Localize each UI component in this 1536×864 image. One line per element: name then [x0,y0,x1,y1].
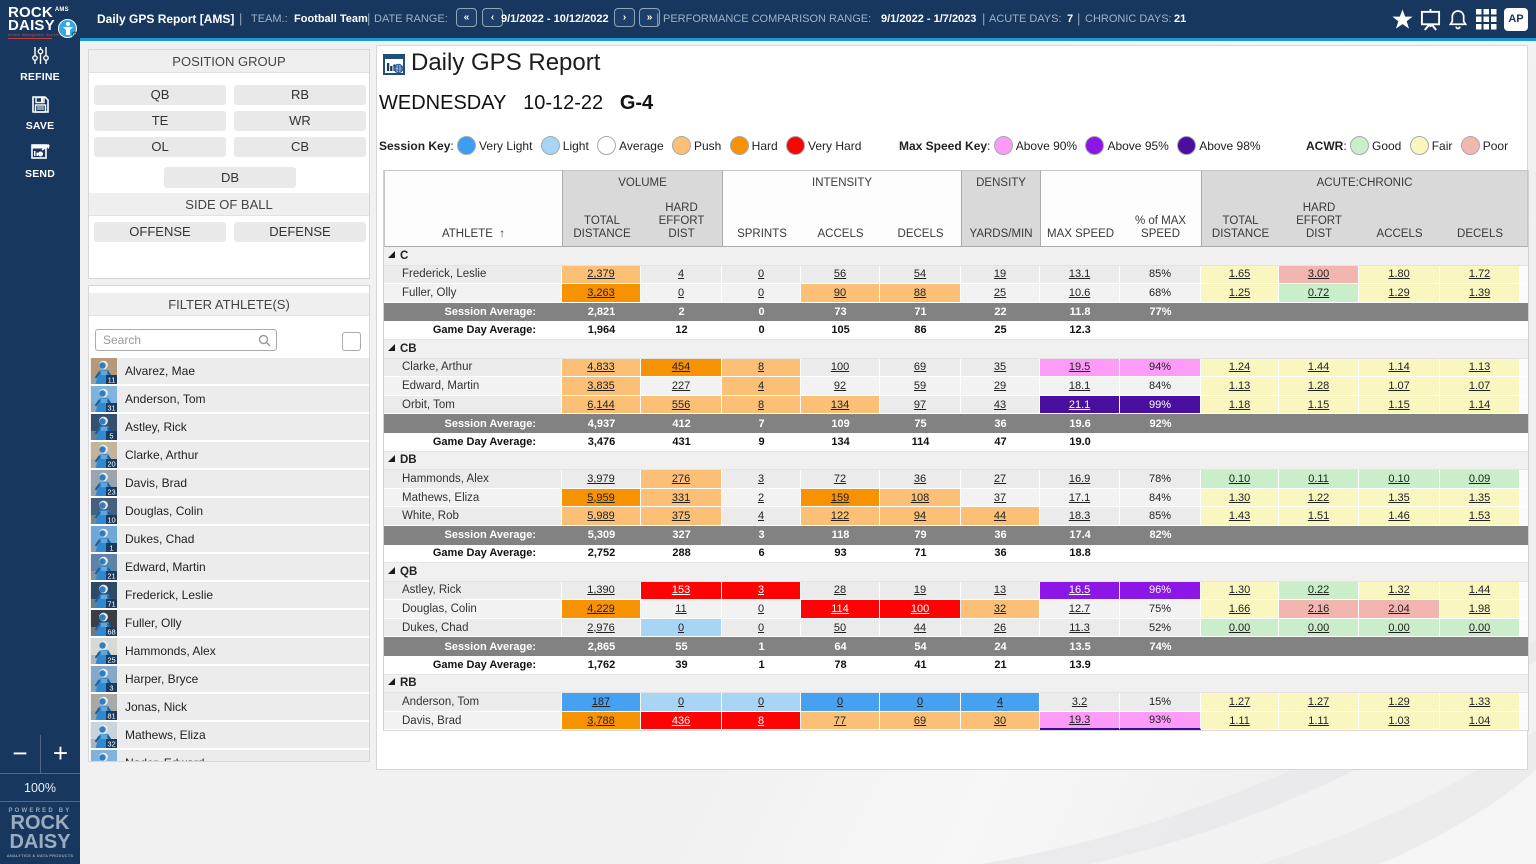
svg-text:71: 71 [107,600,115,609]
svg-text:1: 1 [109,544,113,553]
svg-text:10: 10 [107,516,115,525]
svg-text:68: 68 [107,628,115,637]
svg-text:81: 81 [107,712,115,721]
svg-text:32: 32 [107,740,115,749]
svg-text:5: 5 [109,432,113,441]
svg-text:3: 3 [109,684,113,693]
svg-text:21: 21 [107,572,115,581]
svg-text:11: 11 [108,376,116,385]
svg-text:23: 23 [107,488,115,497]
svg-text:20: 20 [107,460,115,469]
svg-text:25: 25 [107,656,115,665]
svg-text:31: 31 [107,404,115,413]
